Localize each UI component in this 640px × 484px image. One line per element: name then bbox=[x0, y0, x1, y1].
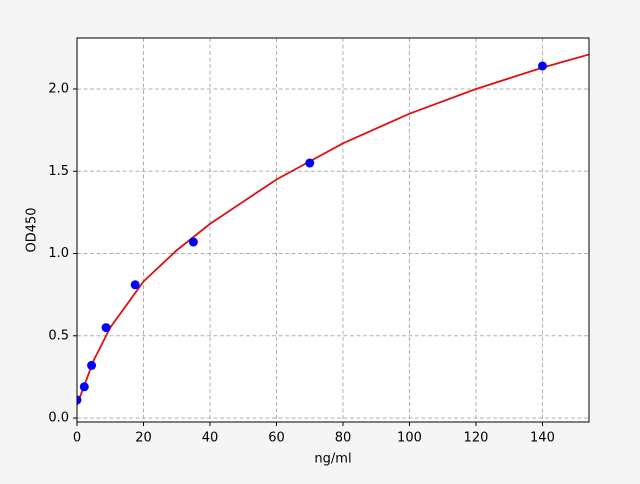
x-tick-label: 140 bbox=[530, 431, 555, 446]
y-axis-label: OD450 bbox=[25, 207, 40, 252]
plot-frame bbox=[76, 37, 590, 423]
x-tick-label: 0 bbox=[73, 431, 81, 446]
fit-curve bbox=[77, 53, 589, 406]
data-point bbox=[101, 323, 111, 333]
x-tick-label: 120 bbox=[464, 431, 489, 446]
y-tick-label: 2.0 bbox=[48, 82, 69, 97]
x-tick-label: 20 bbox=[135, 431, 152, 446]
y-tick-label: 0.5 bbox=[48, 328, 69, 343]
data-point bbox=[77, 395, 82, 405]
x-tick-label: 60 bbox=[268, 431, 285, 446]
data-point bbox=[537, 61, 547, 71]
data-point bbox=[79, 382, 89, 392]
plot-background bbox=[77, 38, 589, 422]
x-tick-label: 100 bbox=[397, 431, 422, 446]
data-point bbox=[305, 158, 315, 168]
x-tick-label: 40 bbox=[202, 431, 219, 446]
x-axis-label: ng/ml bbox=[314, 452, 351, 467]
data-point bbox=[87, 360, 97, 370]
y-tick-label: 0.0 bbox=[48, 411, 69, 426]
data-point bbox=[188, 237, 198, 247]
x-tick-label: 80 bbox=[335, 431, 352, 446]
y-tick-label: 1.0 bbox=[48, 246, 69, 261]
data-point bbox=[130, 280, 140, 290]
y-tick-label: 1.5 bbox=[48, 164, 69, 179]
